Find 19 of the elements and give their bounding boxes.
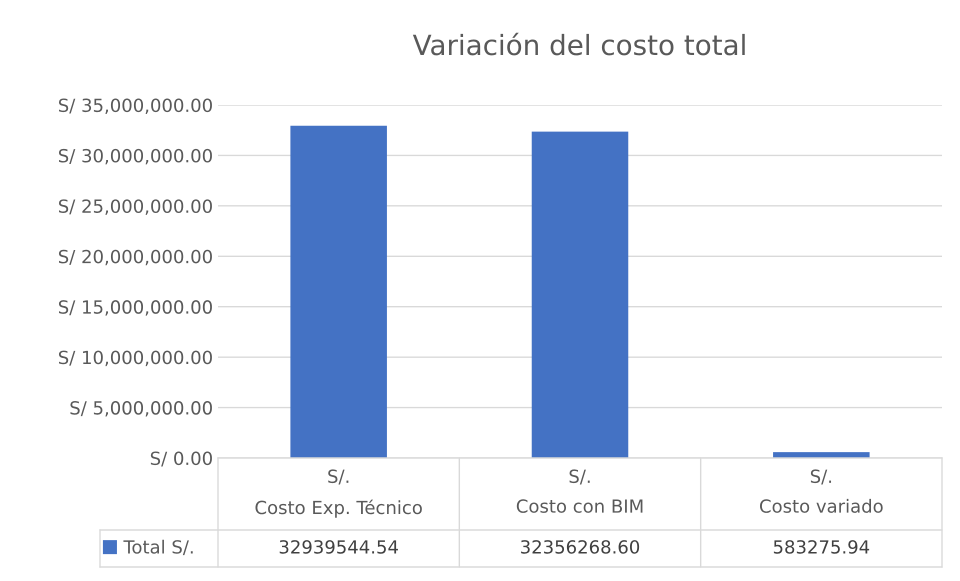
x-tick-label: S/. Costo con BIM [516, 469, 642, 513]
bar [532, 132, 628, 458]
y-tick-label: S/ 10,000,000.00 [58, 350, 212, 366]
y-tick-label: S/ 20,000,000.00 [58, 250, 212, 266]
y-tick-label: S/ 35,000,000.00 [58, 98, 212, 114]
x-tick-label: S/. Costo Exp. Técnico [255, 469, 422, 518]
y-tick-label: S/ 0.00 [150, 451, 212, 467]
chart-title: Variación del costo total [412, 32, 745, 56]
y-tick-label: S/ 15,000,000.00 [58, 300, 212, 316]
bar [773, 452, 870, 458]
data-label: 583275.94 [774, 540, 870, 554]
legend-label: Total S/. [123, 540, 193, 556]
bar [290, 126, 387, 458]
y-tick-label: S/ 5,000,000.00 [70, 401, 212, 417]
data-label: 32356268.60 [521, 540, 640, 554]
data-label: 32939544.54 [280, 540, 398, 554]
x-tick-label: S/. Costo variado [760, 469, 883, 513]
y-tick-label: S/ 25,000,000.00 [58, 199, 212, 215]
y-tick-label: S/ 30,000,000.00 [58, 148, 212, 164]
